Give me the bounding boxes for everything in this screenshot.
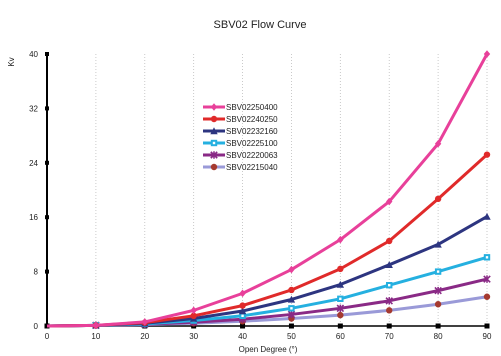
x-tick-label: 0 [45,332,50,341]
data-point-marker [484,323,490,329]
data-point-marker [434,139,442,148]
data-point-marker-center [290,307,293,310]
data-point-marker [336,304,345,313]
legend-item: SBV02225100 [203,139,278,148]
legend-item: SBV02215040 [203,163,278,172]
series-layer [44,50,491,330]
legend-item: SBV02240250 [203,115,278,124]
legend-label: SBV02220063 [226,151,278,160]
y-tick-label: 8 [34,268,39,277]
y-tick-mark [45,106,49,111]
data-point-marker [386,197,393,206]
data-point-marker [483,293,491,300]
data-point-marker [386,307,393,314]
data-point-marker [483,275,491,283]
data-point-marker [190,312,197,319]
x-tick-label: 30 [189,332,198,341]
data-point-marker [240,323,246,329]
y-axis-title: Kv [7,57,16,66]
data-point-marker [92,321,100,330]
y-tick-label: 40 [29,50,38,59]
data-point-marker [434,286,442,295]
data-point-marker [210,163,218,171]
series-SBV02250400 [46,50,491,330]
data-point-marker [210,127,218,135]
legend-label: SBV02225100 [226,139,278,148]
data-point-marker [336,280,345,288]
data-point-marker [483,151,491,158]
x-tick-label: 80 [434,332,443,341]
y-tick-label: 32 [29,104,38,113]
data-point-marker [434,195,442,203]
data-point-marker-center [339,297,342,300]
data-point-marker [210,151,218,159]
legend-label: SBV02215040 [226,163,278,172]
data-point-marker-center [388,284,391,287]
y-tick-mark [45,215,49,220]
data-point-marker-center [485,256,489,259]
x-tick-label: 40 [238,332,247,341]
legend-label: SBV02232160 [226,127,278,136]
data-point-marker [210,103,218,111]
data-point-marker-center [212,141,216,145]
x-tick-label: 10 [91,332,100,341]
legend-item: SBV02220063 [203,151,278,160]
x-tick-label: 90 [483,332,492,341]
data-point-marker [385,261,393,268]
x-axis-title: Open Degree (°) [239,345,298,354]
grid-layer [95,54,488,326]
data-point-marker [238,307,247,315]
y-tick-mark [45,52,49,56]
y-tick-label: 0 [34,322,39,331]
data-point-marker [141,318,148,326]
data-point-marker [434,301,442,308]
data-point-marker [435,323,441,329]
data-point-marker [337,323,343,329]
data-point-marker [337,235,344,244]
data-point-marker [288,265,295,274]
y-tick-label: 24 [29,159,38,168]
legend: SBV02250400 SBV02240250 SBV02232160 SBV0222… [203,103,278,172]
data-point-marker [434,240,442,248]
data-point-marker [386,323,392,329]
series-line [46,53,489,328]
data-point-marker [385,297,393,305]
data-point-marker [386,237,393,245]
data-point-marker [287,310,296,319]
legend-item: SBV02232160 [203,127,278,136]
data-point-marker [483,212,491,220]
data-point-marker [210,115,218,123]
data-point-marker-center [241,314,244,317]
data-point-marker [337,311,344,319]
data-point-marker-center [436,270,440,273]
data-point-marker [287,295,296,303]
data-point-marker [288,286,295,294]
chart-title: SBV02 Flow Curve [214,19,307,31]
data-point-marker [288,323,294,329]
legend-label: SBV02250400 [226,103,278,112]
y-tick-label: 16 [29,213,38,222]
x-tick-label: 20 [140,332,149,341]
legend-item: SBV02250400 [203,103,278,112]
x-tick-label: 50 [287,332,296,341]
x-tick-label: 70 [385,332,394,341]
legend-label: SBV02240250 [226,115,278,124]
data-point-marker [337,265,344,273]
data-point-marker [239,302,246,309]
data-point-marker [239,289,246,298]
y-tick-mark [45,160,49,165]
data-point-marker [190,306,197,315]
data-point-marker [483,50,491,58]
y-tick-mark [45,269,49,274]
x-tick-label: 60 [336,332,345,341]
